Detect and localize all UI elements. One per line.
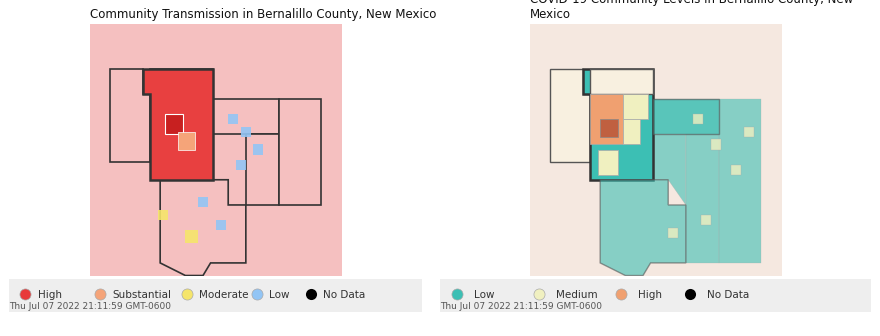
Polygon shape <box>213 99 279 134</box>
Bar <box>158 210 168 220</box>
Bar <box>693 114 703 124</box>
Polygon shape <box>653 134 686 205</box>
Bar <box>744 127 754 137</box>
Text: High: High <box>38 290 62 300</box>
Polygon shape <box>600 119 618 137</box>
Bar <box>701 215 711 225</box>
Polygon shape <box>583 69 653 180</box>
Bar <box>198 198 208 208</box>
Polygon shape <box>246 134 279 205</box>
Polygon shape <box>590 94 623 144</box>
Text: Thu Jul 07 2022 21:11:59 GMT-0600: Thu Jul 07 2022 21:11:59 GMT-0600 <box>9 302 171 311</box>
Polygon shape <box>143 69 213 180</box>
Bar <box>731 165 741 175</box>
Bar <box>216 220 225 230</box>
Text: Thu Jul 07 2022 21:11:59 GMT-0600: Thu Jul 07 2022 21:11:59 GMT-0600 <box>440 302 602 311</box>
Polygon shape <box>719 99 761 263</box>
Polygon shape <box>550 69 590 162</box>
Polygon shape <box>90 24 341 276</box>
Text: COVID-19 Community Levels in Bernalillo County, New
Mexico: COVID-19 Community Levels in Bernalillo … <box>530 0 853 21</box>
Polygon shape <box>530 24 781 276</box>
Polygon shape <box>160 180 246 276</box>
Bar <box>186 230 198 243</box>
Polygon shape <box>600 180 686 276</box>
Bar <box>668 228 678 238</box>
Text: Low: Low <box>474 290 495 300</box>
Text: Low: Low <box>269 290 290 300</box>
Text: No Data: No Data <box>708 290 750 300</box>
Text: No Data: No Data <box>323 290 365 300</box>
Polygon shape <box>653 99 719 134</box>
Text: Medium: Medium <box>556 290 598 300</box>
Bar <box>711 139 721 150</box>
Text: Substantial: Substantial <box>113 290 172 300</box>
Text: Community Transmission in Bernalillo County, New Mexico: Community Transmission in Bernalillo Cou… <box>90 8 436 21</box>
Polygon shape <box>110 69 150 162</box>
Polygon shape <box>686 134 719 263</box>
Polygon shape <box>590 69 653 94</box>
Text: High: High <box>638 290 663 300</box>
Text: Moderate: Moderate <box>199 290 248 300</box>
Polygon shape <box>279 99 321 205</box>
Bar <box>236 160 246 170</box>
Bar <box>598 150 618 175</box>
Bar <box>241 127 251 137</box>
Polygon shape <box>150 69 213 94</box>
Bar <box>228 114 238 124</box>
Bar <box>253 144 263 155</box>
Bar <box>623 94 648 119</box>
Polygon shape <box>653 99 719 134</box>
Bar <box>623 119 641 144</box>
Polygon shape <box>165 114 183 134</box>
Polygon shape <box>178 132 195 150</box>
